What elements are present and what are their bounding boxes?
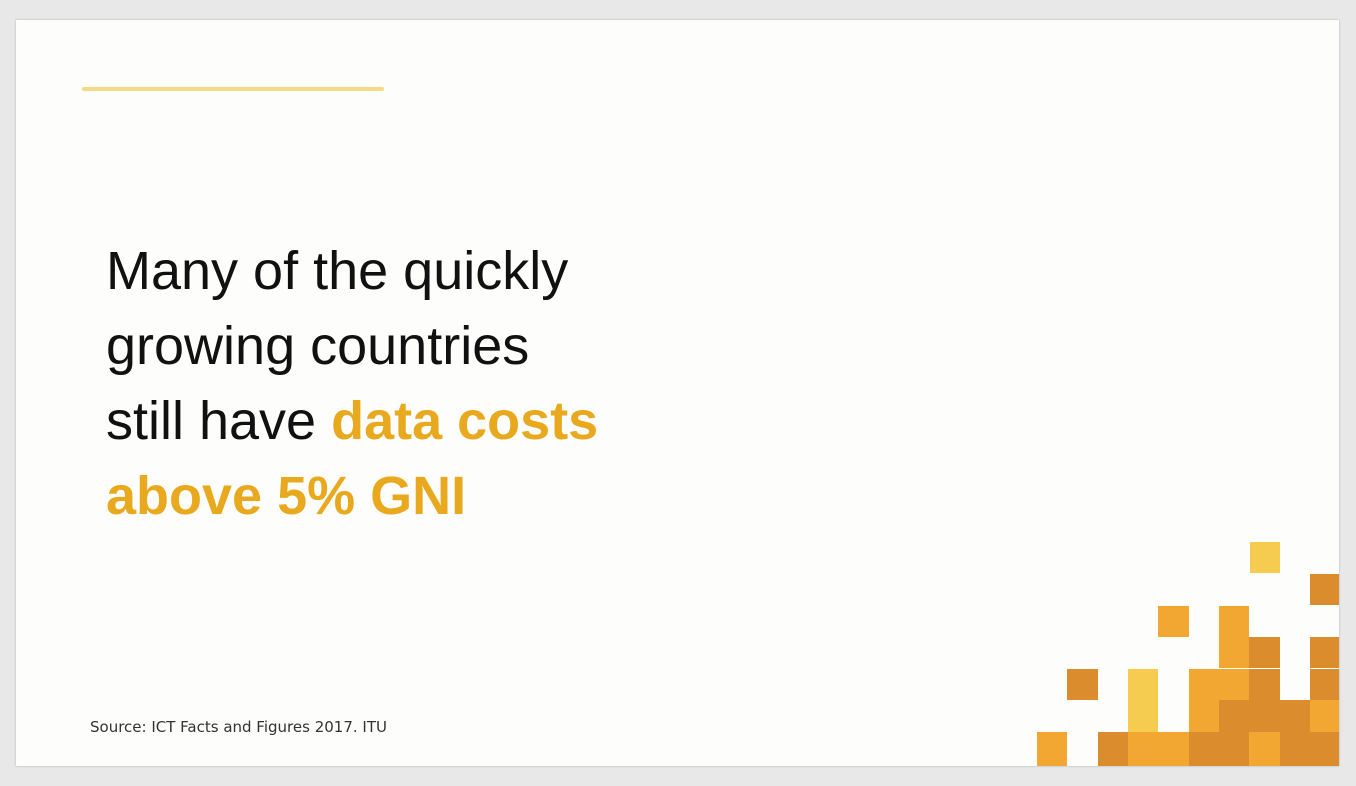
pixel-block xyxy=(1219,700,1249,732)
pixel-block xyxy=(1310,637,1339,668)
pixel-block xyxy=(1310,700,1339,732)
pixel-block xyxy=(1219,669,1249,700)
pixel-block xyxy=(1219,606,1249,637)
headline-line-3: still have data costs xyxy=(106,384,746,459)
pixel-block xyxy=(1158,606,1189,637)
pixel-block xyxy=(1219,637,1249,668)
pixel-block xyxy=(1280,700,1310,732)
pixel-block xyxy=(1250,542,1280,573)
pixel-block xyxy=(1280,732,1310,766)
headline: Many of the quickly growing countries st… xyxy=(106,234,746,534)
pixel-block xyxy=(1219,732,1249,766)
headline-highlight-gni: above 5% GNI xyxy=(106,466,467,526)
headline-line-2: growing countries xyxy=(106,316,530,376)
accent-rule xyxy=(82,87,384,91)
pixel-block xyxy=(1249,637,1280,668)
pixel-block xyxy=(1128,669,1158,700)
slide: Many of the quickly growing countries st… xyxy=(16,20,1339,766)
pixel-block xyxy=(1189,700,1219,732)
headline-line-3-text: still have xyxy=(106,391,332,451)
pixel-block xyxy=(1158,732,1189,766)
pixel-block xyxy=(1067,669,1098,700)
pixel-block xyxy=(1037,732,1067,766)
pixel-block xyxy=(1249,669,1280,700)
pixel-block xyxy=(1310,732,1339,766)
pixel-block xyxy=(1128,700,1158,732)
pixel-block xyxy=(1310,669,1339,700)
headline-highlight-data-costs: data costs xyxy=(331,391,599,451)
pixel-block xyxy=(1098,732,1128,766)
headline-line-1: Many of the quickly xyxy=(106,241,569,301)
pixel-block xyxy=(1249,732,1280,766)
pixel-block xyxy=(1249,700,1280,732)
pixel-block xyxy=(1128,732,1158,766)
source-citation: Source: ICT Facts and Figures 2017. ITU xyxy=(90,718,387,736)
pixel-block xyxy=(1310,574,1339,605)
pixel-block xyxy=(1189,669,1219,700)
pixel-block xyxy=(1189,732,1219,766)
